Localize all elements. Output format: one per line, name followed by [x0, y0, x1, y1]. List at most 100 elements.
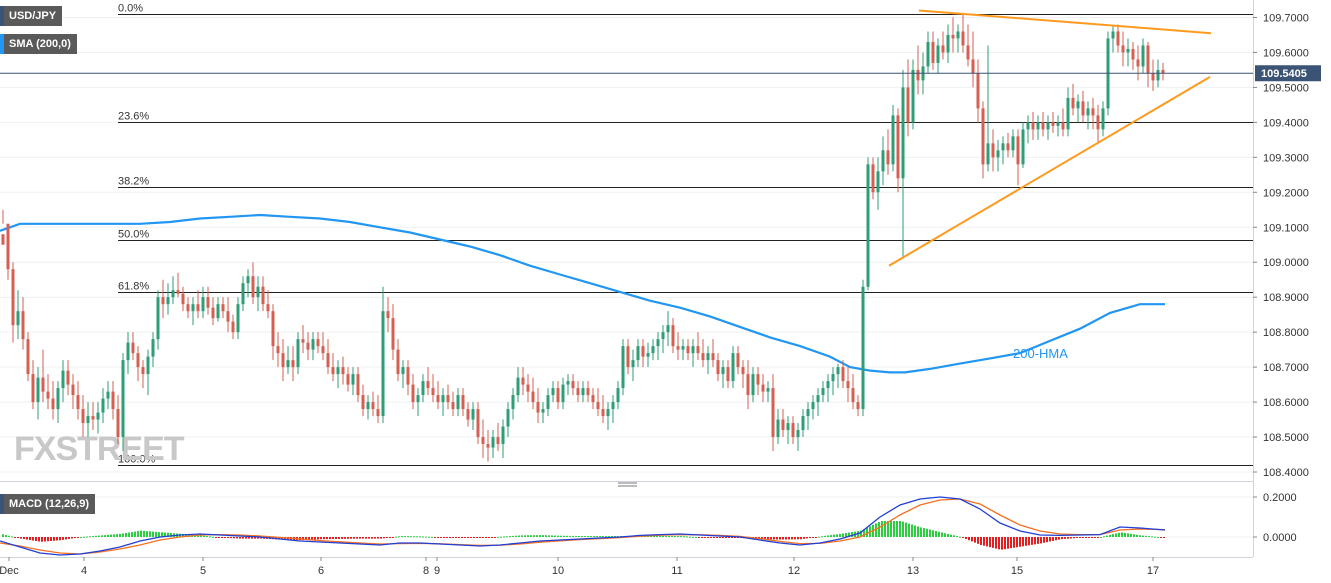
candle-body	[366, 402, 370, 410]
macd-histogram-bar	[506, 536, 508, 538]
candle-body	[91, 416, 95, 420]
macd-histogram-bar	[809, 537, 811, 538]
candle	[561, 377, 565, 410]
macd-histogram-bar	[890, 521, 892, 537]
candle	[1071, 83, 1075, 116]
candle	[1031, 111, 1035, 140]
candle	[976, 59, 980, 123]
macd-histogram-bar	[1037, 537, 1039, 544]
sma-badge[interactable]: SMA (200,0)	[0, 34, 77, 54]
candle	[266, 290, 270, 319]
macd-histogram-bar	[545, 535, 547, 537]
macd-histogram-bar	[158, 532, 160, 537]
macd-badge[interactable]: MACD (12,26,9)	[0, 494, 96, 514]
macd-axis[interactable]: 0.2000 0.0000	[1253, 492, 1297, 544]
macd-histogram-bar	[1115, 533, 1117, 537]
candle	[171, 276, 175, 305]
candle-body	[46, 391, 50, 399]
macd-histogram-bar	[653, 535, 655, 537]
candle	[21, 297, 25, 350]
candle	[236, 297, 240, 340]
candle-body	[236, 304, 240, 333]
candle	[1076, 94, 1080, 123]
candle	[746, 360, 750, 410]
candle-body	[521, 377, 525, 385]
macd-histogram-bar	[536, 535, 538, 537]
candle-body	[261, 286, 265, 305]
candle	[106, 381, 110, 410]
candle-body	[1046, 122, 1050, 130]
time-axis[interactable]: Dec 4 5 6 8 9 10 11 12 13 15 17	[0, 557, 1253, 577]
candle-body	[351, 374, 355, 385]
macd-histogram-bar	[431, 536, 433, 538]
price-axis[interactable]: 109.7000 109.6000 109.5000 109.4000 109.3000…	[1253, 0, 1309, 557]
macd-histogram-bar	[494, 537, 496, 538]
macd-histogram-bar	[1010, 537, 1012, 549]
macd-histogram-bar	[209, 536, 211, 538]
candle	[716, 353, 720, 382]
candle-body	[836, 367, 840, 375]
macd-histogram-bar	[803, 537, 805, 539]
candle	[66, 360, 70, 396]
candle	[1096, 104, 1100, 144]
candle	[1051, 111, 1055, 133]
macd-histogram-bar	[677, 536, 679, 538]
sma-200-line	[0, 213, 1165, 374]
macd-histogram-bar	[974, 537, 976, 543]
candle	[756, 367, 760, 396]
macd-histogram-bar	[899, 521, 901, 537]
candle	[346, 367, 350, 392]
macd-histogram-bar	[23, 537, 25, 540]
macd-histogram-bar	[782, 537, 784, 540]
candle-body	[411, 384, 415, 403]
macd-histogram-bar	[410, 536, 412, 538]
macd-histogram-bar	[254, 537, 256, 539]
macd-histogram-bar	[683, 536, 685, 538]
candle	[491, 430, 495, 459]
macd-histogram-bar	[830, 535, 832, 537]
candle-body	[851, 388, 855, 403]
candle	[26, 332, 30, 382]
macd-histogram-bar	[941, 532, 943, 537]
candle	[331, 353, 335, 382]
candle-body	[511, 395, 515, 410]
candle	[536, 388, 540, 424]
macd-histogram-bar	[32, 537, 34, 541]
candle	[211, 297, 215, 326]
macd-histogram-bar	[356, 537, 358, 539]
macd-histogram-bar	[212, 536, 214, 538]
candle	[1161, 62, 1165, 81]
macd-histogram-bar	[1160, 537, 1162, 538]
macd-histogram-bar	[1034, 537, 1036, 545]
candle	[696, 332, 700, 361]
candle	[631, 349, 635, 382]
macd-histogram-bar	[224, 537, 226, 538]
candle	[246, 269, 250, 298]
candle	[241, 276, 245, 312]
candle-body	[541, 409, 545, 413]
candle-body	[776, 419, 780, 438]
candle-body	[941, 45, 945, 53]
candle-body	[926, 41, 930, 67]
candle	[156, 290, 160, 350]
candle-body	[331, 367, 335, 375]
macd-histogram-bar	[404, 536, 406, 538]
candle	[361, 384, 365, 417]
macd-histogram-bar	[464, 537, 466, 538]
candle	[691, 339, 695, 368]
macd-histogram-bar	[374, 537, 376, 539]
candle-body	[636, 346, 640, 361]
candle	[366, 395, 370, 420]
candle-body	[1136, 59, 1140, 67]
candle	[166, 283, 170, 315]
candle	[1091, 97, 1095, 130]
macd-histogram-bar	[875, 523, 877, 537]
pane-separator[interactable]	[0, 481, 1253, 487]
macd-histogram-bar	[89, 536, 91, 538]
candle	[81, 395, 85, 438]
y-tick-label: 109.5000	[1263, 82, 1309, 94]
macd-histogram-bar	[998, 537, 1000, 550]
candle-body	[826, 381, 830, 389]
macd-histogram-bar	[323, 537, 325, 540]
symbol-badge[interactable]: USD/JPY	[0, 6, 63, 26]
